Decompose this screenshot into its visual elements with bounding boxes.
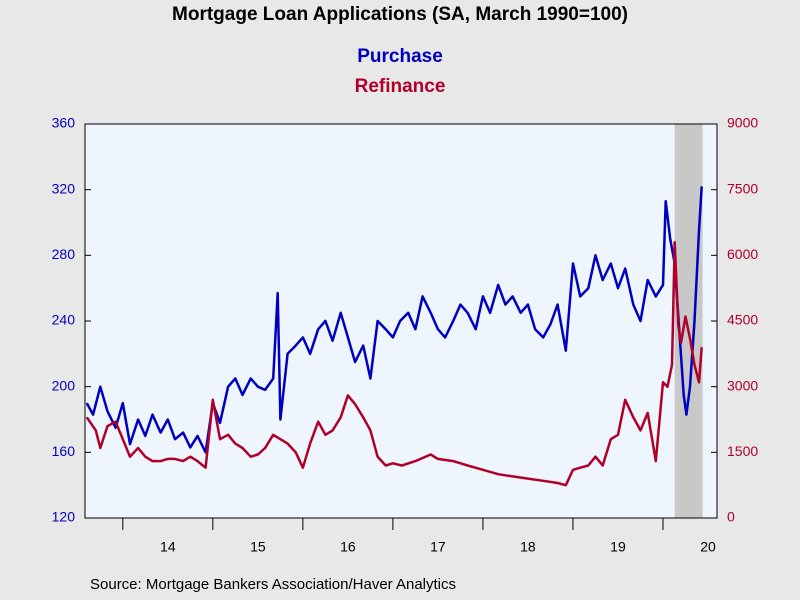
source: Source: Mortgage Bankers Association/Hav… xyxy=(90,576,456,593)
y2-tick-label: 9000 xyxy=(727,115,758,131)
y-tick-label: 160 xyxy=(52,443,76,459)
y2-tick-label: 3000 xyxy=(727,377,758,393)
y-tick-label: 360 xyxy=(52,115,76,131)
chart-title: Mortgage Loan Applications (SA, March 19… xyxy=(172,4,628,25)
y2-tick-label: 1500 xyxy=(727,443,758,459)
y-tick-label: 320 xyxy=(52,180,76,196)
series-line xyxy=(85,240,703,487)
y-tick-label: 200 xyxy=(52,377,76,393)
x-tick-label: 16 xyxy=(340,539,356,555)
series-line xyxy=(85,186,703,454)
y-tick-label: 120 xyxy=(52,509,76,525)
legend-entry: Purchase xyxy=(357,46,443,67)
y2-tick-label: 4500 xyxy=(727,312,758,328)
y2-tick-label: 7500 xyxy=(727,180,758,196)
legend-entry: Refinance xyxy=(355,76,446,97)
x-tick-label: 19 xyxy=(610,539,626,555)
x-tick-label: 20 xyxy=(700,539,716,555)
x-tick-label: 17 xyxy=(430,539,446,555)
y-tick-label: 280 xyxy=(52,246,76,262)
y2-tick-label: 6000 xyxy=(727,246,758,262)
y-tick-label: 240 xyxy=(52,312,76,328)
x-tick-label: 14 xyxy=(160,539,176,555)
y2-tick-label: 0 xyxy=(727,509,735,525)
plot-frame xyxy=(84,123,718,519)
x-tick-label: 18 xyxy=(520,539,536,555)
x-tick-label: 15 xyxy=(250,539,266,555)
